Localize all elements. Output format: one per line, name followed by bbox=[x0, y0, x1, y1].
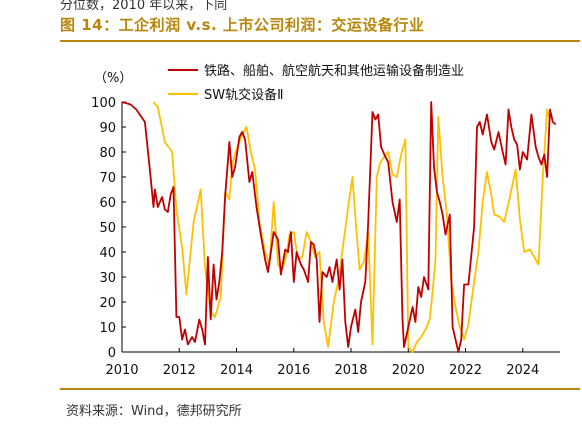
y-tick-label: 100 bbox=[91, 96, 116, 111]
y-tick-label: 90 bbox=[99, 121, 116, 136]
y-tick-label: 40 bbox=[99, 246, 116, 261]
y-tick-label: 0 bbox=[108, 346, 116, 361]
chart-legend: 铁路、船舶、航空航天和其他运输设备制造业 SW轨交设备Ⅱ bbox=[168, 63, 464, 103]
chart-series-lines bbox=[121, 101, 557, 353]
y-unit-label: （%） bbox=[94, 71, 132, 86]
figure-title: 图 14：工企利润 v.s. 上市公司利润：交运设备行业 bbox=[60, 16, 425, 34]
legend-label-2: SW轨交设备Ⅱ bbox=[204, 87, 284, 103]
x-tick-label: 2014 bbox=[220, 363, 253, 378]
chart-axes: （%） 0 10 20 30 40 50 60 70 80 90 100 2010 2012 2014 201… bbox=[91, 71, 560, 378]
top-note: 分位数，2010 年以来，下同 bbox=[60, 0, 228, 13]
y-tick-label: 70 bbox=[99, 171, 116, 186]
legend-label-1: 铁路、船舶、航空航天和其他运输设备制造业 bbox=[204, 63, 464, 79]
series-line-1 bbox=[121, 101, 557, 353]
y-tick-label: 30 bbox=[99, 271, 116, 286]
y-tick-label: 10 bbox=[99, 321, 116, 336]
y-tick-label: 80 bbox=[99, 146, 116, 161]
bottom-divider bbox=[60, 388, 580, 390]
x-tick-label: 2024 bbox=[506, 363, 539, 378]
y-tick-label: 60 bbox=[99, 196, 116, 211]
x-tick-label: 2020 bbox=[392, 363, 425, 378]
x-tick-label: 2010 bbox=[105, 363, 138, 378]
y-tick-label: 20 bbox=[99, 296, 116, 311]
x-tick-label: 2012 bbox=[163, 363, 196, 378]
x-tick-label: 2022 bbox=[449, 363, 482, 378]
source-note: 资料来源：Wind，德邦研究所 bbox=[66, 404, 242, 419]
y-tick-label: 50 bbox=[99, 221, 116, 236]
x-tick-label: 2018 bbox=[334, 363, 367, 378]
x-tick-label: 2016 bbox=[277, 363, 310, 378]
title-divider bbox=[60, 40, 580, 42]
